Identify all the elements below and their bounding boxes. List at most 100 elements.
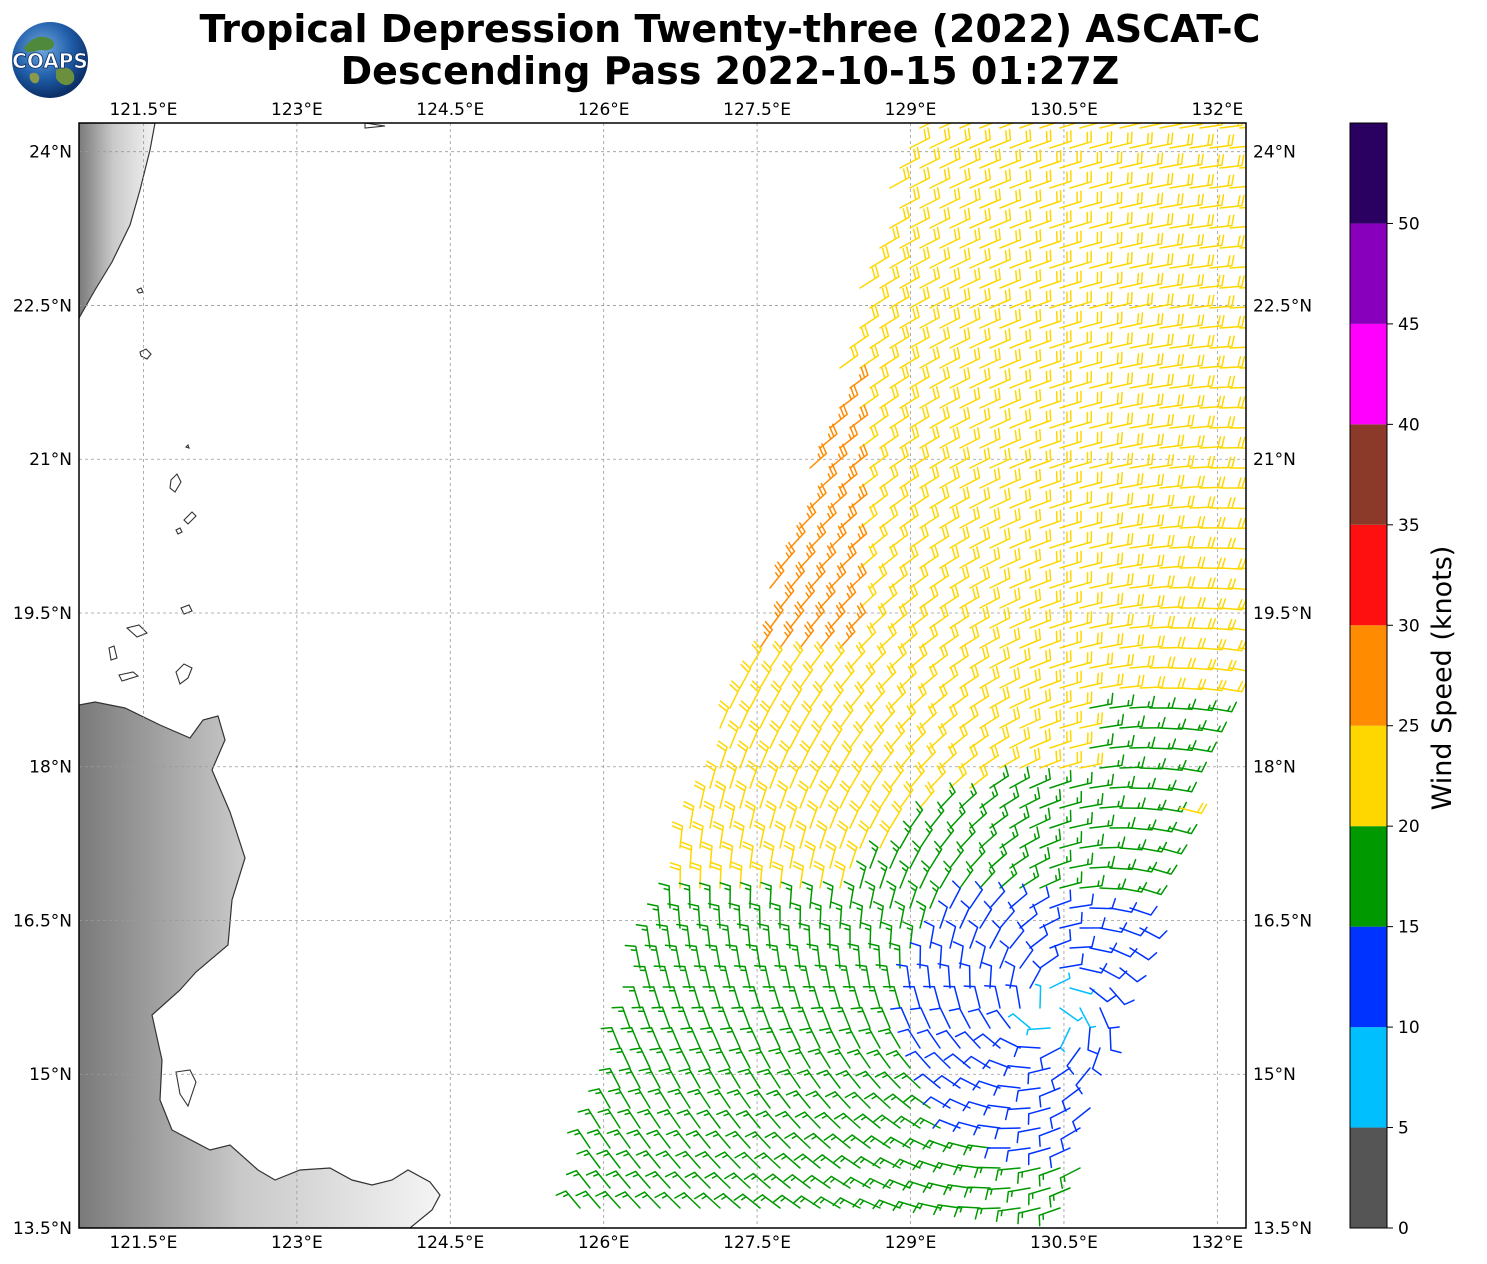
wind-barb — [708, 1047, 731, 1069]
wind-barb — [617, 1108, 641, 1129]
small-islands — [108, 123, 386, 1108]
wind-barb — [812, 1196, 841, 1209]
wind-barb — [969, 367, 991, 389]
wind-barb — [999, 863, 1018, 889]
wind-barb — [1209, 456, 1236, 469]
wind-barb — [1079, 150, 1103, 169]
wind-barb — [1039, 389, 1062, 409]
wind-barb — [1189, 375, 1215, 389]
wind-barb — [1159, 152, 1184, 169]
wind-barb — [963, 1186, 991, 1198]
wind-barb — [1027, 1067, 1051, 1085]
wind-barb — [1079, 391, 1103, 409]
wind-barb — [1029, 369, 1052, 389]
wind-barb — [839, 582, 857, 609]
wind-barb — [989, 881, 1006, 909]
wind-barb — [576, 1149, 601, 1169]
wind-barb — [939, 187, 961, 209]
wind-barb — [816, 1069, 841, 1089]
wind-barb — [839, 542, 857, 569]
wind-barb — [1139, 353, 1164, 369]
wind-barb — [786, 800, 798, 829]
wind-barb — [819, 621, 835, 649]
wind-barb — [1149, 293, 1174, 309]
wind-barb — [1119, 756, 1146, 769]
wind-barb — [733, 820, 745, 849]
wind-barb — [723, 800, 736, 829]
wind-barb — [744, 1131, 771, 1149]
wind-barb — [829, 641, 845, 669]
wind-barb — [667, 1088, 691, 1109]
wind-barb — [703, 800, 715, 829]
wind-barb — [789, 641, 804, 669]
wind-barb — [586, 1129, 611, 1149]
wind-barb — [1129, 736, 1156, 749]
wind-barb — [1039, 469, 1062, 489]
wind-barb — [897, 1028, 921, 1049]
wind-barb — [665, 1129, 691, 1149]
wind-barb — [989, 527, 1011, 549]
wind-barb — [979, 626, 1001, 649]
wind-barb — [766, 1089, 791, 1109]
wind-barb — [879, 741, 895, 769]
wind-barb — [843, 1134, 871, 1149]
wind-barb — [685, 1130, 711, 1149]
wind-barb — [1019, 229, 1042, 249]
wind-barb — [737, 1068, 761, 1089]
wind-barb — [1029, 688, 1052, 709]
wind-barb — [754, 965, 771, 989]
wind-barb — [802, 986, 821, 1009]
wind-barb — [1049, 1107, 1071, 1130]
wind-barb — [839, 384, 859, 409]
wind-barb — [849, 523, 868, 549]
wind-barb — [889, 642, 907, 669]
wind-barb — [1059, 830, 1083, 849]
wind-barb — [919, 584, 939, 609]
wind-barb — [999, 308, 1022, 329]
wind-barb — [674, 1192, 701, 1209]
wind-barb — [1239, 166, 1246, 169]
wind-barb — [1189, 577, 1216, 589]
wind-barb — [1149, 132, 1174, 149]
wind-barb — [1139, 635, 1165, 649]
wind-barb — [1239, 407, 1246, 409]
wind-barb — [915, 900, 927, 929]
wind-barb — [799, 660, 814, 689]
wind-barb — [1139, 554, 1165, 569]
wind-barb — [1059, 230, 1082, 249]
wind-barb — [675, 1150, 701, 1169]
wind-barb — [929, 525, 950, 549]
wind-barb — [969, 685, 990, 709]
wind-barb — [1189, 455, 1216, 469]
lat-tick-label-right: 15°N — [1253, 1065, 1296, 1085]
wind-barb — [1006, 1187, 1031, 1203]
wind-barb — [1109, 653, 1135, 669]
wind-barb — [1079, 917, 1106, 929]
wind-barb — [929, 247, 951, 269]
wind-barb — [945, 920, 957, 949]
wind-barb — [725, 944, 741, 969]
wind-barb — [1079, 1007, 1097, 1029]
wind-barb — [839, 503, 858, 529]
wind-barb — [942, 1141, 971, 1153]
wind-barb — [1027, 1147, 1051, 1166]
wind-barb — [969, 447, 991, 469]
wind-barb — [989, 607, 1011, 629]
wind-barb — [979, 900, 993, 929]
wind-barb — [1079, 631, 1103, 649]
wind-barb — [1139, 758, 1167, 770]
wind-barb — [979, 507, 1001, 529]
wind-barb — [959, 187, 981, 209]
wind-barb — [1059, 430, 1082, 449]
wind-barb — [919, 386, 940, 409]
wind-barb — [640, 1026, 661, 1049]
wind-barb — [899, 860, 909, 889]
wind-barb — [655, 923, 671, 949]
wind-barb — [1119, 472, 1144, 489]
wind-barb — [1089, 572, 1113, 589]
wind-barb — [1239, 607, 1246, 610]
wind-barb — [1038, 1167, 1061, 1187]
wind-barb — [1129, 172, 1154, 189]
wind-barb — [1039, 123, 1058, 129]
wind-barb — [909, 761, 925, 789]
